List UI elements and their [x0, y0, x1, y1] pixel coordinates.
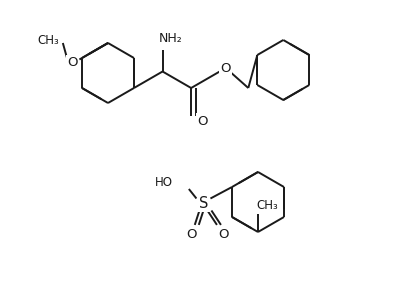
Text: O: O	[221, 62, 231, 75]
Text: CH₃: CH₃	[256, 199, 278, 212]
Text: S: S	[199, 196, 208, 211]
Text: O: O	[67, 56, 78, 69]
Text: NH₂: NH₂	[159, 32, 183, 45]
Text: CH₃: CH₃	[37, 34, 59, 46]
Text: O: O	[187, 228, 197, 241]
Text: HO: HO	[155, 177, 173, 189]
Text: O: O	[197, 115, 208, 128]
Text: O: O	[219, 228, 229, 241]
